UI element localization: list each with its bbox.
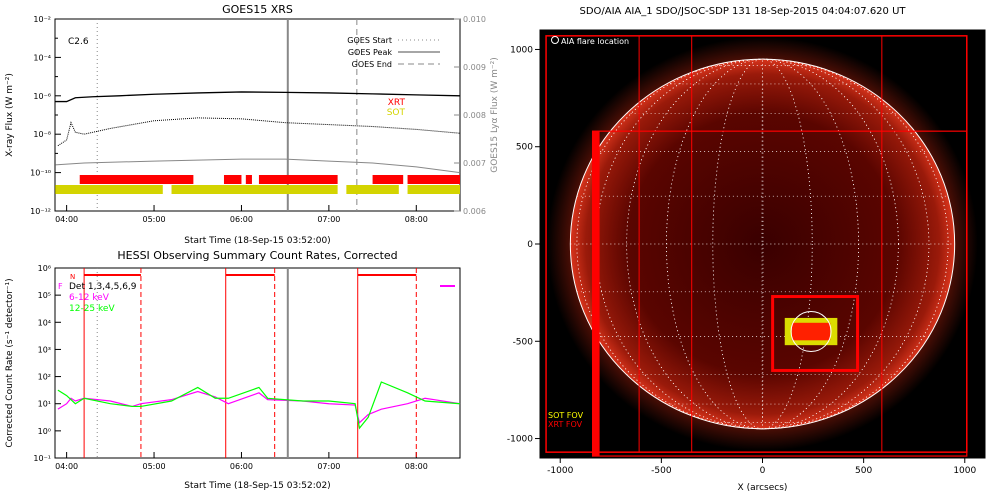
aia-xtick-label: -1000: [547, 466, 573, 476]
aia-xlabel: X (arcsecs): [738, 483, 788, 493]
aia-title: SDO/AIA AIA_1 SDO/JSOC-SDP 131 18-Sep-20…: [579, 6, 906, 17]
aia-legend-circle-icon: [551, 36, 559, 44]
goes-xtick-label: 05:00: [143, 215, 166, 224]
hessi-flag-label: N: [70, 273, 75, 281]
aia-longitude-line: [666, 58, 859, 430]
goes-ytick-label: 10⁻⁴: [33, 53, 51, 62]
hessi-ytick-label: 10¹: [38, 400, 51, 409]
goes-legend-label: GOES End: [352, 60, 392, 69]
goes-bar-sot: [171, 185, 338, 194]
hessi-xtick-label: 05:00: [143, 462, 166, 471]
aia-ytick-label: 0: [527, 240, 533, 250]
aia-longitude-line: [626, 58, 899, 430]
hessi-series-0: [57, 390, 461, 424]
hessi-ylabel: Corrected Count Rate (s⁻¹ detector⁻¹): [5, 278, 15, 447]
hessi-ytick-label: 10⁶: [38, 264, 51, 273]
hessi-legend-label: 12-25 keV: [69, 304, 115, 314]
goes-ytick-label: 10⁻¹²: [30, 207, 51, 216]
goes-bar-xrt: [245, 175, 252, 184]
aia-flare-location-circle: [790, 311, 832, 353]
goes-xtick-label: 07:00: [317, 215, 340, 224]
goes-legend-label: GOES Start: [347, 36, 392, 45]
goes-title: GOES15 XRS: [222, 3, 293, 16]
hessi-title: HESSI Observing Summary Count Rates, Cor…: [117, 249, 397, 262]
goes-xtick-label: 06:00: [230, 215, 253, 224]
goes-y2tick-label: 0.010: [463, 15, 486, 24]
aia-ytick-label: -1000: [507, 435, 533, 445]
goes-series-2: [55, 158, 461, 174]
hessi-flag-label: F: [58, 282, 63, 291]
goes-series-1: [57, 117, 461, 147]
hessi-xlabel: Start Time (18-Sep-15 03:52:02): [184, 481, 330, 491]
goes-bar-sot: [55, 185, 163, 194]
hessi-xtick-label: 06:00: [230, 462, 253, 471]
aia-xrt-fov-edge: [592, 131, 600, 457]
aia-ytick-label: -500: [513, 337, 534, 347]
aia-xtick-label: 1000: [953, 466, 976, 476]
hessi-xtick-label: 08:00: [405, 462, 428, 471]
goes-y2tick-label: 0.008: [463, 111, 486, 120]
goes-xtick-label: 04:00: [55, 215, 78, 224]
aia-ytick-label: 500: [516, 143, 533, 153]
goes-ytick-label: 10⁻⁶: [33, 92, 51, 101]
hessi-ytick-label: 10⁴: [38, 318, 51, 327]
goes-ytick-label: 10⁻⁸: [33, 130, 51, 139]
hessi-ytick-label: 10⁰: [38, 427, 51, 436]
goes-y2tick-label: 0.009: [463, 63, 486, 72]
aia-legend-label: AIA flare location: [561, 37, 629, 46]
aia-fov-label: XRT FOV: [548, 420, 583, 429]
goes-y2label: GOES15 Lyα Flux (W m⁻²): [490, 57, 500, 173]
aia-ytick-label: 1000: [510, 45, 533, 55]
hessi-legend-title: Det 1,3,4,5,6,9: [69, 282, 137, 292]
goes-bar-label-sot: SOT: [387, 108, 406, 118]
aia-xtick-label: -500: [651, 466, 672, 476]
goes-ytick-label: 10⁻²: [33, 15, 51, 24]
hessi-legend-label: 6-12 keV: [69, 293, 110, 303]
hessi-ytick-label: 10⁵: [38, 291, 51, 300]
goes-bar-xrt: [223, 175, 242, 184]
aia-longitude-line: [712, 58, 813, 430]
goes-y2tick-label: 0.007: [463, 159, 486, 168]
aia-xtick-label: 0: [760, 466, 766, 476]
aia-xtick-label: 500: [855, 466, 872, 476]
goes-bar-xrt: [258, 175, 338, 184]
hessi-series-1: [57, 381, 461, 430]
goes-series-0: [55, 91, 461, 103]
goes-y2tick-label: 0.006: [463, 207, 486, 216]
aia-limb: [569, 58, 956, 430]
goes-bar-xrt: [79, 175, 194, 184]
hessi-frame: [54, 267, 461, 459]
goes-bar-xrt: [372, 175, 404, 184]
hessi-ytick-label: 10³: [38, 345, 51, 354]
goes-ylabel: X-ray Flux (W m⁻²): [5, 73, 15, 157]
goes-bar-sot: [346, 185, 399, 194]
goes-xlabel: Start Time (18-Sep-15 03:52:00): [184, 236, 330, 246]
goes-xtick-label: 08:00: [405, 215, 428, 224]
hessi-ytick-label: 10²: [38, 373, 51, 382]
aia-xrt-fov-local: [771, 295, 860, 372]
goes-bar-sot: [407, 185, 460, 194]
goes-bar-xrt: [407, 175, 460, 184]
hessi-xtick-label: 07:00: [317, 462, 340, 471]
goes-ytick-label: 10⁻¹⁰: [30, 169, 51, 178]
goes-legend-label: GOES Peak: [348, 48, 393, 57]
goes-class-label: C2.6: [68, 37, 89, 47]
aia-longitude-line: [595, 58, 930, 430]
aia-sot-fov-core: [791, 322, 831, 341]
goes-bar-label-xrt: XRT: [388, 98, 406, 108]
aia-fov-label: SOT FOV: [548, 411, 584, 420]
hessi-xtick-label: 04:00: [55, 462, 78, 471]
hessi-ytick-label: 10⁻¹: [33, 454, 51, 463]
